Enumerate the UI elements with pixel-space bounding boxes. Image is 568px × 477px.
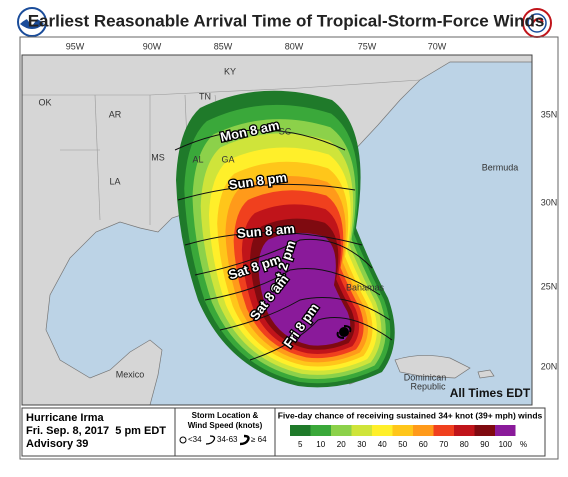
place-label: OK xyxy=(38,97,51,107)
scale-swatch xyxy=(351,425,372,436)
latitude-label: 30N xyxy=(541,197,558,207)
place-label: KY xyxy=(224,66,236,76)
scale-swatch xyxy=(290,425,311,436)
arrival-time: Sun 8 am xyxy=(236,221,295,241)
place-label: AL xyxy=(192,154,203,164)
scale-swatch xyxy=(413,425,434,436)
time-note: All Times EDT xyxy=(450,386,531,400)
scale-swatch xyxy=(331,425,352,436)
place-label: TN xyxy=(199,91,211,101)
place-label: LA xyxy=(109,176,120,186)
scale-tick-label: 40 xyxy=(378,440,387,449)
place-label: Bahamas xyxy=(346,282,385,292)
storm-date: Fri. Sep. 8, 2017 5 pm EDT xyxy=(26,425,166,437)
symbol-label: ≥ 64 xyxy=(251,435,267,444)
map: OK AR TN KY MS AL GA SC LA Bermuda Bahamas Mexico Do… xyxy=(22,55,532,405)
probability-band xyxy=(258,232,351,346)
latitude-label: 25N xyxy=(541,281,558,291)
scale-swatch xyxy=(372,425,393,436)
scale-title: Five-day chance of receiving sustained 3… xyxy=(278,410,543,420)
scale-swatch xyxy=(454,425,475,436)
longitude-label: 95W xyxy=(66,41,85,51)
probability-swath xyxy=(176,90,395,388)
symbol-icon xyxy=(239,434,250,446)
map-border xyxy=(21,54,533,406)
scale-swatch xyxy=(392,425,413,436)
latitude-label: 20N xyxy=(541,361,558,371)
longitude-label: 85W xyxy=(214,41,233,51)
scale-tick-label: 90 xyxy=(480,440,489,449)
symbol-title: Storm Location & xyxy=(192,411,259,420)
symbol-icon xyxy=(179,436,187,444)
scale-swatch xyxy=(474,425,495,436)
scale-swatch xyxy=(495,425,516,436)
latitude-label: 35N xyxy=(541,109,558,119)
land xyxy=(394,355,471,379)
place-label: SC xyxy=(279,126,292,136)
scale-tick-label: 50 xyxy=(398,440,407,449)
scale-swatch xyxy=(310,425,331,436)
symbol-icon xyxy=(205,435,216,445)
place-label: Bermuda xyxy=(482,162,519,172)
place-label: GA xyxy=(221,154,234,164)
scale-unit: % xyxy=(520,440,527,449)
place-label: Republic xyxy=(410,381,446,391)
scale-tick-label: 80 xyxy=(460,440,469,449)
title: Earliest Reasonable Arrival Time of Trop… xyxy=(28,11,545,30)
place-label: Mexico xyxy=(116,369,145,379)
noaa-logo xyxy=(17,7,47,37)
frame xyxy=(19,36,559,460)
longitude-label: 75W xyxy=(358,41,377,51)
place-label: Dominican xyxy=(404,372,447,382)
storm-center xyxy=(336,325,352,339)
longitude-label: 90W xyxy=(143,41,162,51)
nws-logo xyxy=(522,8,552,38)
scale-tick-label: 70 xyxy=(439,440,448,449)
isochrones xyxy=(174,129,393,361)
scale-swatch xyxy=(433,425,454,436)
scale-tick-label: 20 xyxy=(337,440,346,449)
place-label: AR xyxy=(109,109,122,119)
advisory: Advisory 39 xyxy=(26,438,88,450)
scale-tick-label: 100 xyxy=(499,440,513,449)
place-label: MS xyxy=(151,152,165,162)
scale-tick-label: 30 xyxy=(357,440,366,449)
scale-tick-label: 5 xyxy=(298,440,303,449)
scale-tick-label: 10 xyxy=(316,440,325,449)
storm-name: Hurricane Irma xyxy=(26,412,105,424)
scale-tick-label: 60 xyxy=(419,440,428,449)
longitude-label: 70W xyxy=(428,41,447,51)
longitude-label: 80W xyxy=(285,41,304,51)
symbol-title: Wind Speed (knots) xyxy=(188,421,263,430)
symbol-label: <34 xyxy=(188,435,202,444)
symbol-label: 34-63 xyxy=(217,435,238,444)
